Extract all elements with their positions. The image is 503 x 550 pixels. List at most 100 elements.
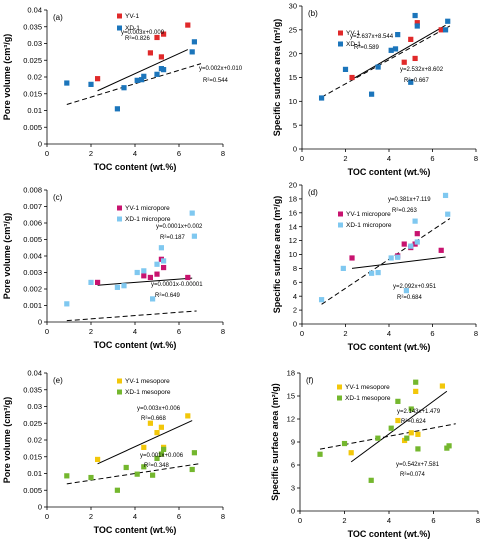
legend-marker bbox=[117, 25, 122, 31]
data-point bbox=[403, 288, 409, 294]
data-point bbox=[121, 283, 127, 289]
x-tick-label: 8 bbox=[474, 154, 478, 163]
panel-label: (f) bbox=[306, 376, 314, 385]
x-tick-label: 4 bbox=[387, 329, 391, 338]
fit-line bbox=[97, 277, 193, 286]
legend-marker bbox=[337, 395, 342, 401]
y-tick-label: 30 bbox=[289, 2, 297, 11]
y-tick-label: 20 bbox=[289, 181, 297, 190]
y-tick-label: 0.005 bbox=[23, 235, 42, 244]
data-point bbox=[342, 66, 349, 72]
fit-line bbox=[66, 462, 202, 485]
data-point bbox=[408, 36, 414, 42]
y-tick-label: 0 bbox=[293, 145, 297, 154]
legend-label: XD-1 bbox=[125, 25, 140, 32]
y-tick-label: 25 bbox=[289, 25, 297, 34]
data-point bbox=[189, 466, 195, 473]
legend-label: XD-1 mesopore bbox=[345, 395, 391, 402]
chart-panel: 0 5 10 15 20 25 30 0 2 4 6 8 TOC content (wt.%) Speci… bbox=[272, 2, 478, 177]
y-tick-label: 0.02 bbox=[27, 73, 42, 82]
x-axis-title: TOC content (wt.%) bbox=[94, 525, 177, 535]
x-tick-label: 2 bbox=[343, 329, 347, 338]
data-point bbox=[401, 241, 407, 247]
panel-label: (a) bbox=[53, 13, 63, 22]
data-point bbox=[408, 79, 414, 85]
data-point bbox=[114, 106, 120, 112]
fit-line bbox=[351, 256, 446, 269]
data-point bbox=[154, 261, 160, 267]
y-tick-label: 0.005 bbox=[23, 123, 42, 132]
data-point bbox=[191, 39, 197, 45]
x-tick-label: 4 bbox=[387, 516, 391, 525]
fit-equation: y=0.003x+0.009 bbox=[121, 30, 165, 36]
y-tick-label: 0.015 bbox=[23, 452, 42, 461]
legend-label: XD-1 bbox=[346, 41, 361, 48]
fit-r-squared: R²=0.263 bbox=[392, 208, 418, 214]
data-point bbox=[349, 255, 355, 261]
data-point bbox=[123, 464, 129, 471]
data-point bbox=[388, 47, 394, 53]
fit-r-squared: R²=0.668 bbox=[141, 416, 167, 422]
data-point bbox=[95, 456, 101, 463]
data-point bbox=[412, 218, 418, 224]
legend-marker bbox=[117, 216, 122, 222]
data-point bbox=[395, 417, 401, 424]
chart-panel: 0 0.005 0.01 0.015 0.02 0.025 0.03 0.035 0.04 0 2 4… bbox=[2, 369, 225, 535]
fit-equation: y=0.0001x+0.002 bbox=[156, 224, 203, 230]
data-point bbox=[438, 247, 444, 253]
fit-r-squared: R²=0.187 bbox=[160, 235, 186, 241]
fit-line bbox=[319, 423, 456, 450]
data-point bbox=[141, 444, 147, 450]
y-tick-label: 4 bbox=[293, 292, 297, 301]
data-point bbox=[191, 233, 197, 239]
legend-marker bbox=[117, 205, 122, 211]
y-tick-label: 2 bbox=[293, 306, 297, 315]
data-point bbox=[95, 279, 101, 285]
data-point bbox=[413, 379, 419, 385]
data-point bbox=[413, 388, 419, 394]
data-point bbox=[375, 269, 381, 276]
data-point bbox=[141, 73, 147, 79]
fit-equation: y=0.001x+0.006 bbox=[140, 453, 184, 459]
legend-marker bbox=[117, 13, 122, 19]
y-tick-label: 16 bbox=[289, 208, 297, 217]
legend-label: YV-1 micropore bbox=[346, 211, 391, 218]
data-point bbox=[158, 54, 164, 60]
y-tick-label: 5 bbox=[293, 121, 297, 130]
data-point bbox=[318, 297, 325, 303]
data-point bbox=[150, 472, 156, 478]
data-point bbox=[154, 34, 160, 41]
data-point bbox=[185, 413, 191, 419]
data-point bbox=[161, 258, 167, 264]
data-point bbox=[439, 383, 445, 389]
fit-equation: y=2.092x+0.951 bbox=[393, 284, 437, 290]
fit-equation: y=0.381x+7.119 bbox=[388, 197, 431, 203]
fit-r-squared: R²=0.649 bbox=[155, 293, 181, 299]
y-tick-label: 0.035 bbox=[23, 385, 42, 394]
legend-label: YV-1 micropore bbox=[125, 205, 170, 212]
data-point bbox=[438, 27, 444, 33]
data-point bbox=[340, 265, 346, 271]
legend-label: XD-1 micropore bbox=[346, 222, 392, 229]
x-tick-label: 2 bbox=[89, 149, 93, 158]
data-point bbox=[134, 471, 140, 477]
fit-equation: y=0.542x+7.581 bbox=[396, 462, 440, 468]
data-point bbox=[408, 243, 414, 249]
data-point bbox=[114, 487, 120, 493]
fit-line bbox=[97, 49, 189, 92]
chart-panel: 0 3 6 9 12 15 18 0 2 4 6 8 TOC content (wt.%) Specifi… bbox=[270, 369, 480, 539]
data-point bbox=[88, 81, 94, 87]
data-point bbox=[415, 446, 421, 452]
x-axis-title: TOC content (wt.%) bbox=[348, 529, 431, 539]
y-tick-label: 0.008 bbox=[23, 186, 42, 195]
y-tick-label: 0.035 bbox=[23, 22, 42, 31]
y-tick-label: 0.002 bbox=[23, 285, 42, 294]
chart-panel: 0 2 4 6 8 10 12 14 16 18 20 0 2 4 6 8 TOC content (wt.%)… bbox=[272, 181, 478, 352]
x-axis-title: TOC content (wt.%) bbox=[348, 342, 431, 352]
data-point bbox=[161, 31, 167, 37]
y-tick-label: 15 bbox=[289, 73, 297, 82]
data-point bbox=[412, 12, 418, 19]
data-point bbox=[139, 77, 145, 83]
y-tick-label: 10 bbox=[289, 97, 297, 106]
fit-equation: y=2.637x+8.544 bbox=[350, 34, 394, 40]
